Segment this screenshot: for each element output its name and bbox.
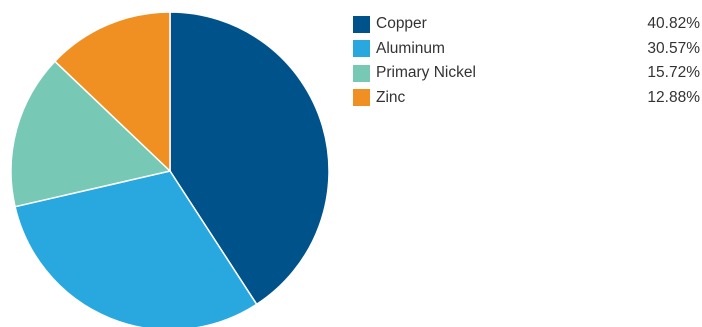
legend-label-primary-nickel: Primary Nickel: [376, 64, 476, 82]
legend-item-copper: Copper 40.82%: [353, 12, 700, 37]
legend-value-primary-nickel: 15.72%: [647, 64, 700, 82]
legend-item-aluminum: Aluminum 30.57%: [353, 37, 700, 62]
legend-swatch-zinc: [353, 89, 370, 107]
pie-slice-zinc: [54, 11, 171, 172]
pie-chart-svg: [10, 11, 330, 327]
legend-swatch-aluminum: [353, 40, 370, 58]
legend-swatch-primary-nickel: [353, 64, 370, 82]
legend-swatch-copper: [353, 15, 370, 33]
legend-value-copper: 40.82%: [647, 15, 700, 33]
legend-label-aluminum: Aluminum: [376, 39, 445, 57]
legend: Copper 40.82% Aluminum 30.57% Primary Ni…: [353, 12, 700, 110]
legend-label-copper: Copper: [376, 15, 427, 33]
legend-label-zinc: Zinc: [376, 88, 406, 106]
legend-item-zinc: Zinc 12.88%: [353, 86, 700, 111]
legend-value-aluminum: 30.57%: [647, 39, 700, 57]
pie-slice-aluminum: [14, 170, 258, 327]
pie-slices: [10, 11, 330, 327]
legend-value-zinc: 12.88%: [647, 88, 700, 106]
legend-item-primary-nickel: Primary Nickel 15.72%: [353, 61, 700, 86]
pie-slice-primary-nickel: [10, 60, 171, 208]
